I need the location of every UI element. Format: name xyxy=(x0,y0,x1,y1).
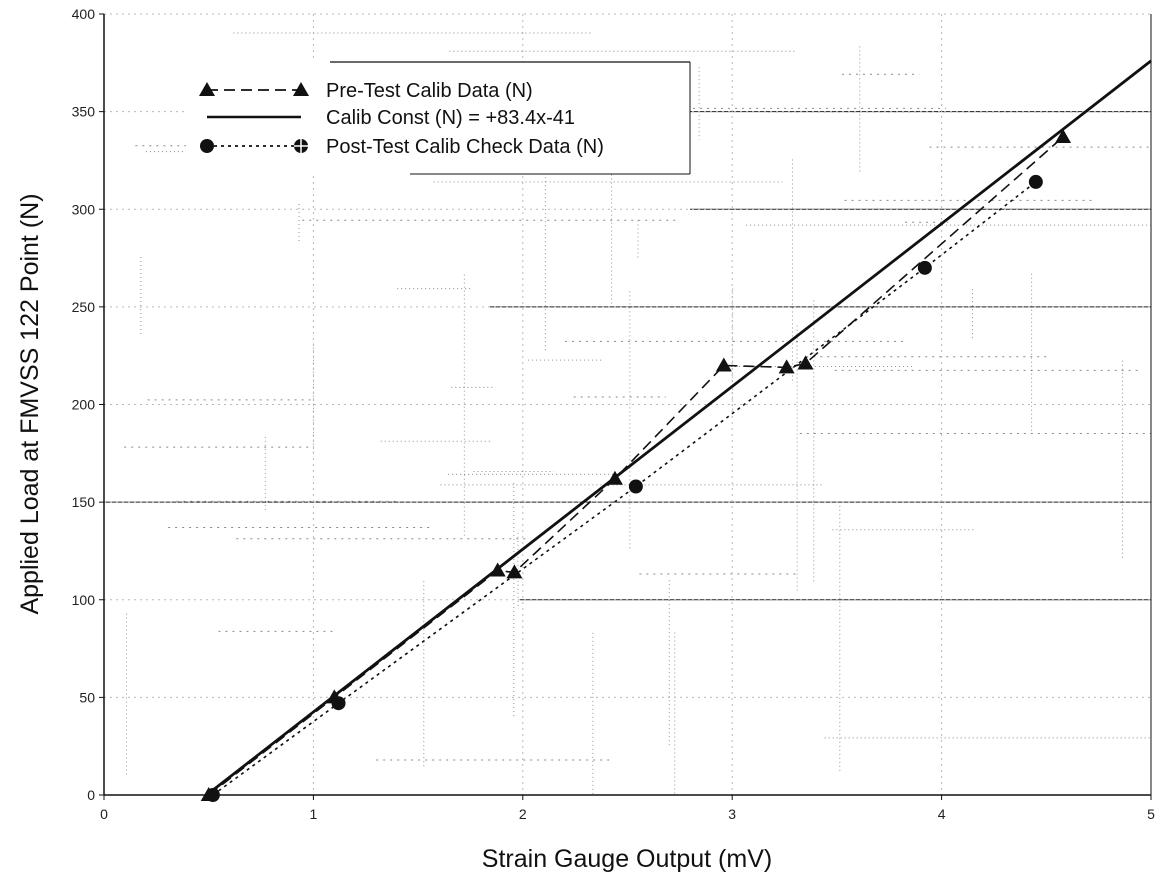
y-tick-label: 400 xyxy=(72,6,96,22)
circle-point xyxy=(331,696,346,711)
series-line xyxy=(212,181,1037,796)
x-tick-label: 5 xyxy=(1147,806,1155,822)
triangle-point xyxy=(506,564,523,579)
circle-point xyxy=(917,260,932,275)
x-tick-label: 1 xyxy=(310,806,318,822)
series-1 xyxy=(205,59,1152,797)
y-axis-title: Applied Load at FMVSS 122 Point (N) xyxy=(16,193,44,614)
legend-post-test-marker-left xyxy=(200,139,214,153)
triangle-point xyxy=(797,355,814,370)
y-tick-label: 50 xyxy=(79,689,95,705)
triangle-point xyxy=(1055,129,1072,144)
y-tick-labels: 0 50 100 150 200 250 300 350 400 xyxy=(72,6,104,803)
triangle-point xyxy=(715,357,732,372)
x-tick-label: 4 xyxy=(938,806,946,822)
x-tick-label: 2 xyxy=(519,806,527,822)
x-tick-label: 3 xyxy=(728,806,736,822)
y-tick-label: 0 xyxy=(87,787,95,803)
x-tick-labels: 0 1 2 3 4 5 xyxy=(100,795,1155,822)
series-line xyxy=(205,59,1152,797)
legend: Pre-Test Calib Data (N) Calib Const (N) … xyxy=(186,61,691,175)
y-tick-label: 350 xyxy=(72,104,96,120)
x-tick-label: 0 xyxy=(100,806,108,822)
x-axis-title: Strain Gauge Output (mV) xyxy=(482,845,772,873)
circle-point xyxy=(205,788,220,802)
legend-pre-test-marker-right xyxy=(293,82,309,96)
y-tick-label: 150 xyxy=(72,494,96,510)
y-tick-label: 300 xyxy=(72,201,96,217)
legend-post-test-label: Post-Test Calib Check Data (N) xyxy=(326,136,604,158)
triangle-point xyxy=(778,359,795,374)
series-2 xyxy=(205,174,1043,802)
circle-point xyxy=(1028,174,1043,189)
y-tick-label: 100 xyxy=(72,592,96,608)
legend-calib-const-label: Calib Const (N) = +83.4x-41 xyxy=(326,107,575,129)
legend-pre-test-label: Pre-Test Calib Data (N) xyxy=(326,80,533,102)
circle-point xyxy=(628,479,643,494)
y-tick-label: 200 xyxy=(72,397,96,413)
y-tick-label: 250 xyxy=(72,299,96,315)
series-layer xyxy=(200,59,1152,802)
legend-pre-test-marker-left xyxy=(199,82,215,96)
grid xyxy=(104,13,1151,795)
